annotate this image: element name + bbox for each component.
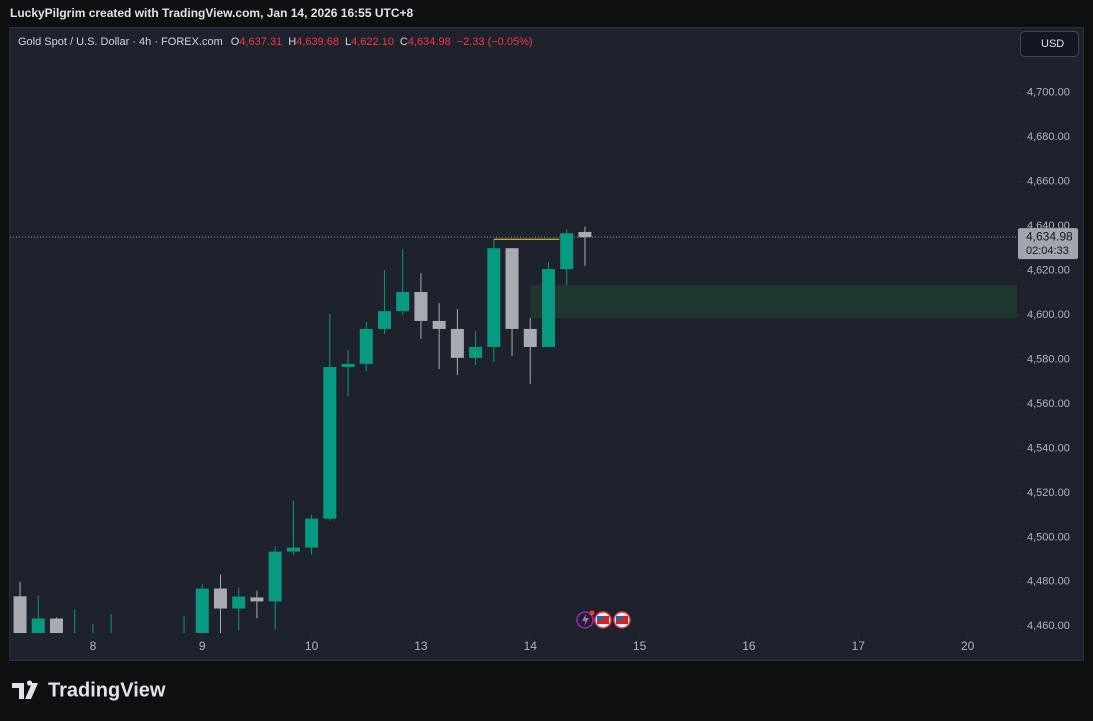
candle-body — [396, 292, 410, 312]
event-icons — [576, 610, 631, 629]
currency-button[interactable] — [1020, 31, 1079, 57]
x-tick-label: 15 — [633, 639, 647, 653]
candle-body — [341, 363, 355, 367]
candle-body — [49, 618, 63, 633]
x-tick-label: 8 — [90, 639, 97, 653]
x-tick-label: 10 — [305, 639, 319, 653]
candle-body — [541, 269, 555, 347]
flag-canton — [616, 616, 622, 620]
x-tick-label: 17 — [852, 639, 866, 653]
y-tick-label: 4,620.00 — [1027, 264, 1070, 276]
header: LuckyPilgrim created with TradingView.co… — [10, 6, 413, 20]
candle-body — [250, 597, 264, 602]
countdown: 02:04:33 — [1026, 245, 1069, 257]
y-tick-label: 4,500.00 — [1027, 531, 1070, 543]
y-tick-label: 4,540.00 — [1027, 442, 1070, 454]
event-bolt — [582, 614, 589, 626]
last-price-label: 4,634.98 — [1026, 229, 1073, 243]
legend-value: 4,634.98 — [408, 36, 451, 48]
legend-key: O — [231, 36, 240, 48]
candle-body — [487, 248, 501, 347]
candle-body — [31, 618, 45, 633]
candle-body — [195, 588, 209, 633]
candle-body — [305, 518, 319, 548]
legend-key: C — [400, 36, 408, 48]
legend-key: L — [345, 36, 351, 48]
logo: TradingView — [12, 679, 166, 701]
candle-body — [450, 328, 464, 358]
currency: USD — [1041, 38, 1064, 50]
y-tick-label: 4,460.00 — [1027, 620, 1070, 632]
plot-area — [10, 226, 1017, 633]
candle-body — [286, 547, 300, 552]
legend: Gold Spot / U.S. Dollar · 4h · FOREX.com… — [18, 36, 533, 48]
zone — [530, 284, 1017, 319]
candle-body — [578, 231, 592, 238]
candle-body — [505, 248, 519, 329]
legend-value: 4,639.68 — [296, 36, 339, 48]
x-tick-label: 14 — [524, 639, 538, 653]
legend-key: H — [288, 36, 296, 48]
candle-body — [268, 551, 282, 602]
legend-value: 4,637.31 — [239, 36, 282, 48]
y-tick-label: 4,580.00 — [1027, 353, 1070, 365]
legend-change: −2.33 (−0.05%) — [457, 36, 533, 48]
x-tick-label: 20 — [961, 639, 975, 653]
candle-body — [377, 311, 391, 329]
candle-body — [523, 328, 537, 347]
event-dot — [589, 610, 595, 616]
candle-body — [323, 366, 337, 519]
candle-body — [232, 596, 246, 609]
flag-canton — [597, 616, 603, 620]
logo-text: TradingView — [48, 679, 166, 701]
legend-value: 4,622.10 — [351, 36, 394, 48]
x-tick-label: 13 — [414, 639, 428, 653]
x-tick-label: 9 — [199, 639, 206, 653]
candle-body — [213, 588, 227, 609]
candle-body — [359, 328, 373, 364]
candle-body — [560, 233, 574, 270]
y-tick-label: 4,560.00 — [1027, 398, 1070, 410]
legend-title: Gold Spot / U.S. Dollar · 4h · FOREX.com — [18, 36, 223, 48]
y-tick-label: 4,680.00 — [1027, 131, 1070, 143]
y-tick-label: 4,480.00 — [1027, 576, 1070, 588]
y-tick-label: 4,660.00 — [1027, 175, 1070, 187]
y-tick-label: 4,700.00 — [1027, 86, 1070, 98]
x-tick-label: 16 — [742, 639, 756, 653]
y-tick-label: 4,600.00 — [1027, 309, 1070, 321]
last-price-box — [1018, 228, 1078, 260]
y-tick-label: 4,520.00 — [1027, 487, 1070, 499]
candle-body — [469, 346, 483, 358]
candle-body — [432, 320, 446, 329]
logo-mark — [12, 680, 38, 699]
candle-body — [414, 292, 428, 321]
candle-body — [13, 596, 27, 633]
